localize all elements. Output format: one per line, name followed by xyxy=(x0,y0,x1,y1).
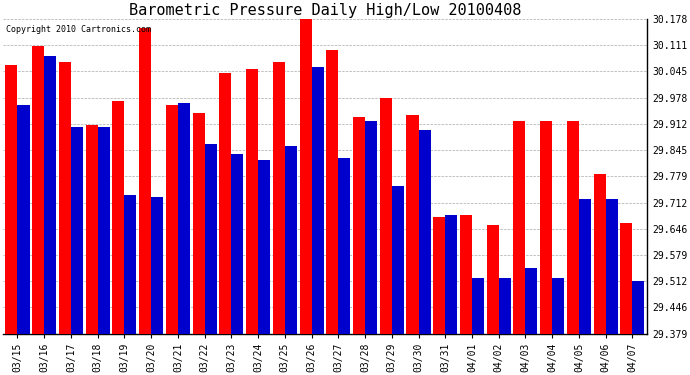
Bar xyxy=(273,62,285,334)
Bar xyxy=(299,19,312,334)
Bar xyxy=(593,174,606,334)
Bar xyxy=(285,146,297,334)
Bar xyxy=(6,66,17,334)
Bar xyxy=(606,200,618,334)
Bar xyxy=(112,101,124,334)
Bar xyxy=(219,74,231,334)
Bar xyxy=(419,130,431,334)
Bar xyxy=(633,281,644,334)
Bar xyxy=(17,105,30,334)
Bar xyxy=(433,217,445,334)
Bar xyxy=(231,154,244,334)
Bar xyxy=(258,160,270,334)
Bar xyxy=(166,105,178,334)
Bar xyxy=(620,223,633,334)
Bar xyxy=(365,121,377,334)
Bar xyxy=(326,50,338,334)
Bar xyxy=(552,278,564,334)
Bar xyxy=(246,69,258,334)
Bar xyxy=(124,195,137,334)
Title: Barometric Pressure Daily High/Low 20100408: Barometric Pressure Daily High/Low 20100… xyxy=(129,3,521,18)
Bar xyxy=(151,198,164,334)
Bar xyxy=(499,278,511,334)
Bar xyxy=(579,200,591,334)
Bar xyxy=(567,121,579,334)
Bar xyxy=(312,68,324,334)
Bar xyxy=(139,28,151,334)
Bar xyxy=(193,113,205,334)
Bar xyxy=(460,215,472,334)
Bar xyxy=(513,121,526,334)
Bar xyxy=(526,268,538,334)
Text: Copyright 2010 Cartronics.com: Copyright 2010 Cartronics.com xyxy=(6,25,151,34)
Bar xyxy=(445,215,457,334)
Bar xyxy=(59,62,71,334)
Bar xyxy=(338,158,351,334)
Bar xyxy=(205,144,217,334)
Bar xyxy=(392,186,404,334)
Bar xyxy=(380,98,392,334)
Bar xyxy=(86,124,98,334)
Bar xyxy=(540,121,552,334)
Bar xyxy=(32,46,44,334)
Bar xyxy=(486,225,499,334)
Bar xyxy=(406,115,419,334)
Bar xyxy=(44,56,57,334)
Bar xyxy=(353,117,365,334)
Bar xyxy=(472,278,484,334)
Bar xyxy=(98,126,110,334)
Bar xyxy=(71,126,83,334)
Bar xyxy=(178,103,190,334)
